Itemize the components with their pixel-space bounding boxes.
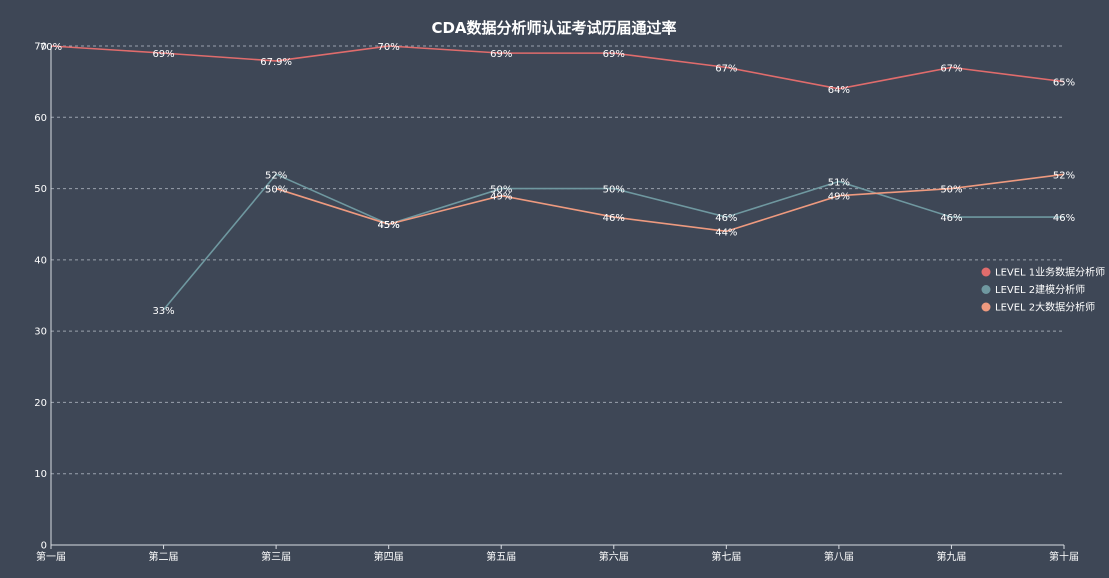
data-label: 52% <box>265 170 287 181</box>
legend-label-1[interactable]: LEVEL 1业务数据分析师 <box>995 266 1105 279</box>
data-labels: 70% 69% 67.9% 70% 69% 69% 67% 64% 67% 65% 33% 52% 45… <box>40 42 1075 317</box>
y-tick-label: 30 <box>34 327 47 338</box>
y-tick-label: 60 <box>34 113 47 124</box>
series-line-2[interactable] <box>162 173 1064 311</box>
data-label: 49% <box>828 192 850 203</box>
y-tick-label: 70 <box>34 42 47 53</box>
data-label: 69% <box>603 49 625 60</box>
x-tick-label: 第六届 <box>599 550 629 563</box>
data-label: 70% <box>40 42 62 53</box>
series-lines <box>50 45 1065 311</box>
data-label: 49% <box>490 192 512 203</box>
y-tick-label: 0 <box>41 541 47 552</box>
legend-marker-1[interactable] <box>981 267 991 277</box>
data-label: 69% <box>152 49 174 60</box>
series-line-1[interactable] <box>50 45 1065 90</box>
x-tick-label: 第一届 <box>36 550 66 563</box>
x-tick-label: 第十届 <box>1049 550 1079 563</box>
data-label: 50% <box>603 185 625 196</box>
data-label: 69% <box>490 49 512 60</box>
data-label: 46% <box>715 213 737 224</box>
data-label: 50% <box>940 185 962 196</box>
data-label: 45% <box>378 220 400 231</box>
data-label: 45% <box>378 220 400 231</box>
axes: 0 10 20 30 40 50 60 70 第一届 第二届 第三届 第四届 第五届 第六届 第七届 第八届 第… <box>34 42 1079 564</box>
data-label: 50% <box>490 185 512 196</box>
chart-title: CDA数据分析师认证考试历届通过率 <box>431 19 676 37</box>
legend-marker-3[interactable] <box>981 302 991 312</box>
data-label: 33% <box>152 306 174 317</box>
series-line-3[interactable] <box>275 173 1065 233</box>
data-label: 67.9% <box>260 57 292 68</box>
x-tick-label: 第四届 <box>374 550 404 563</box>
y-tick-label: 20 <box>34 398 47 409</box>
data-label: 67% <box>940 63 962 74</box>
data-label: 46% <box>940 213 962 224</box>
legend[interactable]: LEVEL 1业务数据分析师 LEVEL 2建模分析师 LEVEL 2大数据分析师 <box>981 266 1106 314</box>
data-label: 50% <box>265 185 287 196</box>
data-label: 51% <box>828 177 850 188</box>
x-tick-label: 第八届 <box>824 550 854 563</box>
legend-marker-2[interactable] <box>981 285 991 294</box>
y-tick-label: 50 <box>34 184 47 195</box>
x-tick-label: 第七届 <box>711 550 741 563</box>
y-tick-label: 10 <box>34 469 47 480</box>
x-tick-label: 第三届 <box>261 550 291 563</box>
data-label: 65% <box>1053 78 1075 89</box>
data-label: 46% <box>1053 213 1075 224</box>
data-label: 46% <box>603 213 625 224</box>
grid-lines <box>51 45 1064 475</box>
data-label: 52% <box>1053 170 1075 181</box>
x-tick-label: 第九届 <box>936 550 966 563</box>
legend-label-2[interactable]: LEVEL 2建模分析师 <box>995 283 1085 296</box>
y-tick-label: 40 <box>34 255 47 266</box>
data-label: 70% <box>378 42 400 53</box>
data-label: 44% <box>715 227 737 238</box>
legend-label-3[interactable]: LEVEL 2大数据分析师 <box>995 301 1095 314</box>
x-tick-label: 第二届 <box>149 550 179 563</box>
x-tick-label: 第五届 <box>486 550 516 563</box>
data-label: 67% <box>715 63 737 74</box>
data-label: 64% <box>828 85 850 96</box>
